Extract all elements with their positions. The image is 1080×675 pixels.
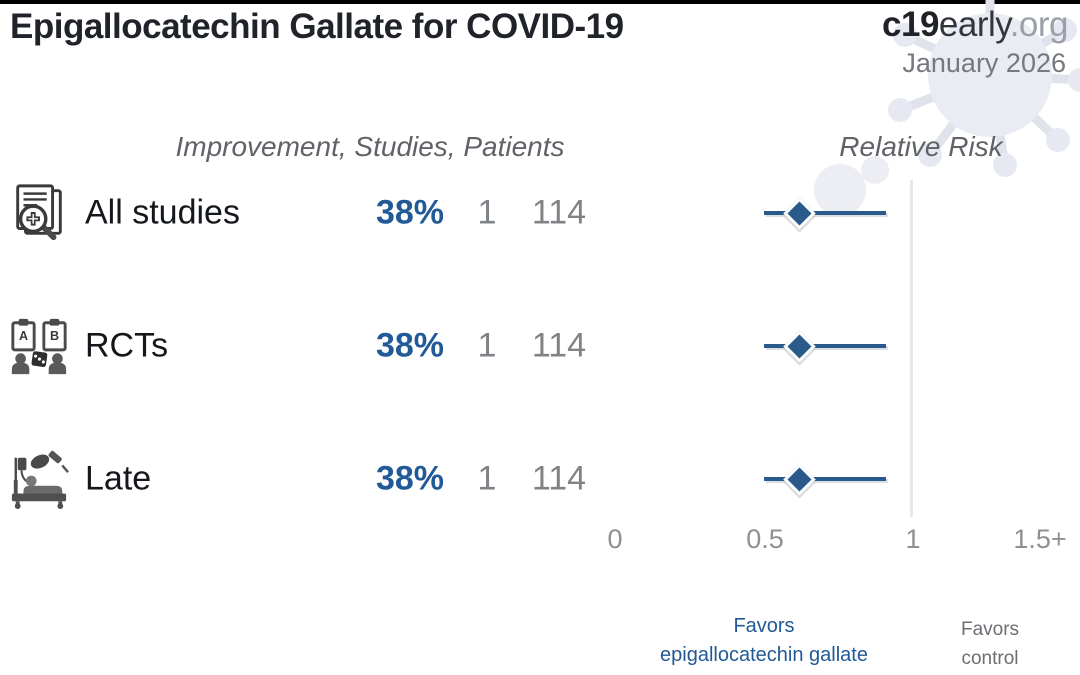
favors-control-label: Favors control xyxy=(961,616,1019,673)
logo-part-c19: c19 xyxy=(882,5,939,44)
report-date: January 2026 xyxy=(902,48,1066,78)
axis-tick-1: 1 xyxy=(905,524,921,554)
top-border-bar xyxy=(0,0,1080,4)
improvement-value: 38% xyxy=(375,326,444,365)
axis-tick-15plus: 1.5+ xyxy=(1013,524,1067,554)
rr-diamond xyxy=(783,462,817,496)
axis-tick-0: 0 xyxy=(607,524,623,554)
favors-treatment-label: Favors epigallocatechin gallate xyxy=(660,612,868,670)
row-label: Late xyxy=(85,459,152,498)
column-header-relative-risk: Relative Risk xyxy=(839,131,1003,162)
c19early-logo[interactable]: c19early.org xyxy=(882,5,1068,45)
rct-clipboards-icon: A B xyxy=(11,318,67,375)
study-row-all-studies: All studies 38% 1 114 xyxy=(0,180,1080,246)
rr-diamond xyxy=(783,196,817,230)
ci-line xyxy=(764,344,887,348)
row-label: All studies xyxy=(85,193,240,232)
favors-treatment-line1: Favors xyxy=(733,615,795,637)
svg-text:A: A xyxy=(19,329,28,343)
studies-count: 1 xyxy=(477,193,497,232)
studies-count: 1 xyxy=(477,326,497,365)
logo-part-org: .org xyxy=(1009,5,1069,44)
axis-tick-05: 0.5 xyxy=(746,524,784,554)
studies-count: 1 xyxy=(477,459,497,498)
patients-count: 114 xyxy=(531,459,587,498)
svg-text:B: B xyxy=(50,329,59,343)
study-row-rcts: A B RCTs 38% 1 114 xyxy=(0,313,1080,379)
column-header-improvement-studies-patients: Improvement, Studies, Patients xyxy=(175,131,565,162)
rr-diamond xyxy=(783,329,817,363)
improvement-value: 38% xyxy=(375,193,444,232)
ci-line xyxy=(764,211,887,215)
patients-count: 114 xyxy=(531,326,587,365)
favors-treatment-line2: epigallocatechin gallate xyxy=(660,644,868,666)
studies-magnifier-icon xyxy=(16,184,62,241)
hospital-bed-icon xyxy=(11,450,69,510)
favors-control-line1: Favors xyxy=(960,619,1020,640)
row-label: RCTs xyxy=(85,326,169,365)
patients-count: 114 xyxy=(531,193,587,232)
study-row-late: Late 38% 1 114 xyxy=(0,446,1080,512)
page-title: Epigallocatechin Gallate for COVID-19 xyxy=(10,7,624,46)
favors-control-line2: control xyxy=(961,647,1019,669)
improvement-value: 38% xyxy=(375,459,444,498)
rr-reference-line xyxy=(910,180,913,517)
logo-part-early: early xyxy=(938,5,1010,44)
coronavirus-watermark-image xyxy=(814,0,1080,215)
ci-line xyxy=(764,477,887,481)
